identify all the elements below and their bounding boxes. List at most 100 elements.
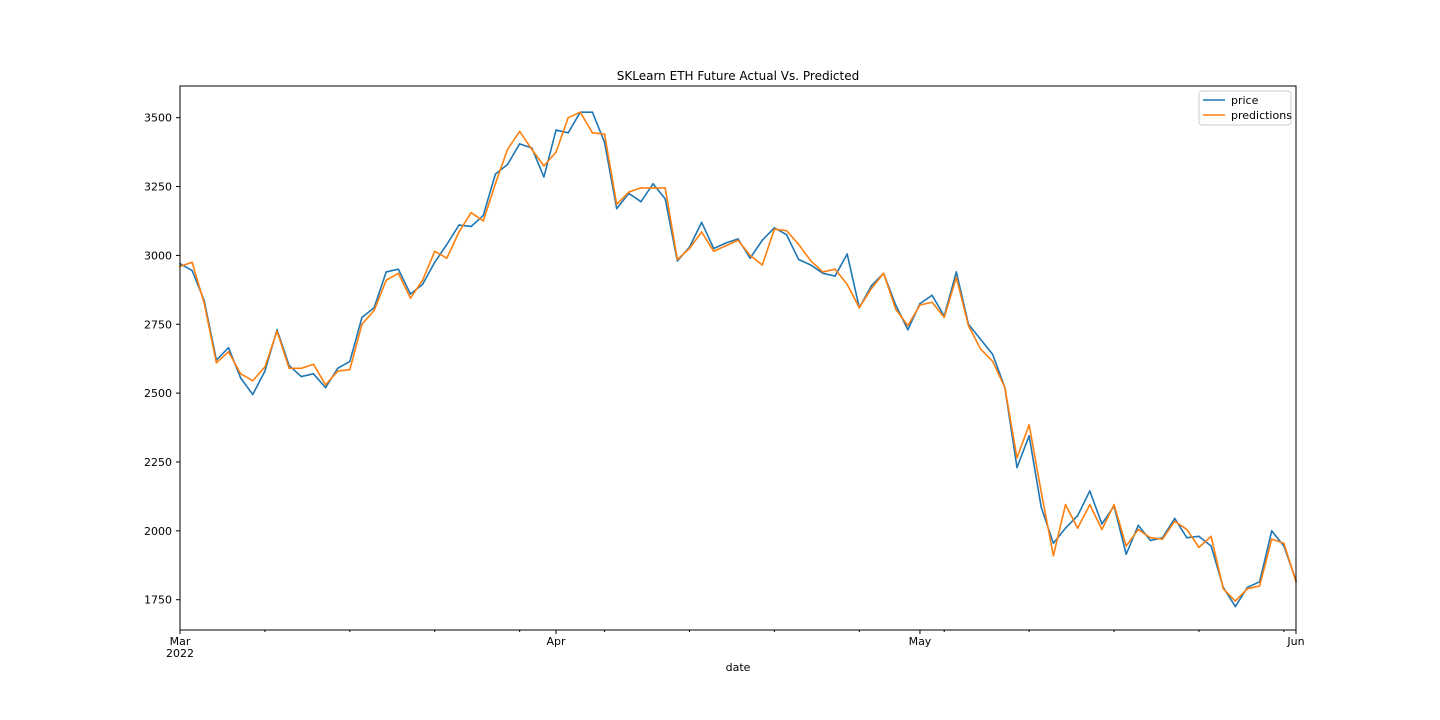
data-point-price [555,129,557,131]
data-point-price [227,346,230,349]
data-point-predictions [518,130,521,133]
data-point-price [567,132,569,134]
data-point-price [191,269,193,272]
data-point-predictions [409,297,412,299]
data-point-price [931,294,933,297]
data-point-price [919,302,921,305]
data-point-predictions [797,243,800,246]
data-point-price [640,200,642,203]
data-point-price [737,238,739,240]
data-point-predictions [579,111,582,113]
data-point-predictions [191,261,193,264]
data-point-predictions [264,366,266,368]
data-point-predictions [482,220,485,222]
data-point-predictions [1270,538,1273,540]
data-point-price [276,328,278,331]
data-point-price [846,253,848,255]
data-point-predictions [858,306,861,309]
data-point-predictions [943,316,946,319]
data-point-predictions [324,384,327,386]
data-point-predictions [385,279,388,281]
data-point-price [421,283,424,286]
data-point-predictions [882,272,885,275]
data-point-price [506,163,509,166]
data-point-predictions [1137,528,1140,531]
data-point-price [518,143,521,145]
data-point-predictions [615,203,618,206]
data-point-predictions [749,254,751,257]
data-point-price [809,264,812,266]
data-point-price [785,233,788,236]
data-point-predictions [300,367,303,370]
data-point-predictions [870,287,873,290]
legend-label-price: price [1231,94,1259,107]
data-point-price [1246,586,1249,589]
data-point-predictions [251,379,254,382]
data-point-predictions [1101,528,1103,531]
data-point-price [1125,553,1127,556]
data-point-predictions [967,324,970,327]
data-point-predictions [458,231,460,233]
data-point-predictions [1076,527,1079,529]
data-point-predictions [737,239,739,242]
data-point-predictions [506,148,509,151]
data-point-predictions [1258,585,1261,587]
y-tick-label: 2000 [144,525,172,538]
data-point-predictions [227,351,230,353]
data-point-price [749,257,751,259]
data-point-predictions [761,264,764,266]
data-point-price [979,338,982,341]
data-point-price [349,360,351,363]
data-point-predictions [628,191,630,193]
data-point-predictions [1149,536,1152,539]
data-point-price [700,221,703,224]
data-point-price [482,214,485,217]
data-point-predictions [336,370,339,372]
data-point-price [676,260,679,262]
data-point-price [1028,435,1030,437]
data-point-predictions [1246,587,1249,590]
data-point-predictions [919,304,921,306]
data-point-price [336,367,339,370]
data-point-price [239,377,242,379]
data-point-predictions [494,182,497,185]
data-point-predictions [991,360,994,363]
data-point-predictions [1125,545,1127,547]
data-point-predictions [1040,491,1043,494]
data-point-predictions [1052,554,1055,557]
data-point-predictions [700,231,703,233]
data-point-price [822,272,824,275]
data-point-predictions [567,116,569,119]
legend: price predictions [1198,90,1292,126]
data-point-price [446,243,448,246]
data-point-price [251,393,254,396]
data-point-price [955,271,958,273]
data-point-predictions [446,257,448,259]
data-point-predictions [215,362,218,364]
data-point-price [361,316,363,319]
data-point-predictions [433,250,436,253]
x-tick-label: Jun [1286,635,1304,648]
data-point-predictions [1186,528,1188,531]
y-tick-label: 2250 [144,456,172,469]
y-tick-label: 3500 [144,112,172,125]
data-point-predictions [1173,520,1176,522]
data-point-predictions [773,228,776,231]
data-point-predictions [397,272,400,275]
data-point-predictions [894,308,897,310]
data-point-predictions [1161,538,1164,540]
data-point-predictions [603,133,606,136]
y-axis: 1750 2000 2250 2500 2750 3000 3250 3500 [144,112,180,607]
data-point-predictions [822,271,824,273]
data-point-price [1149,539,1152,542]
data-point-price [907,328,909,331]
data-point-price [397,268,400,270]
data-point-price [1101,523,1103,525]
data-point-predictions [1210,535,1212,538]
data-point-price [409,293,412,295]
data-point-price [712,247,715,250]
data-point-price [1210,545,1212,547]
data-point-predictions [652,187,654,189]
data-point-predictions [979,348,982,350]
